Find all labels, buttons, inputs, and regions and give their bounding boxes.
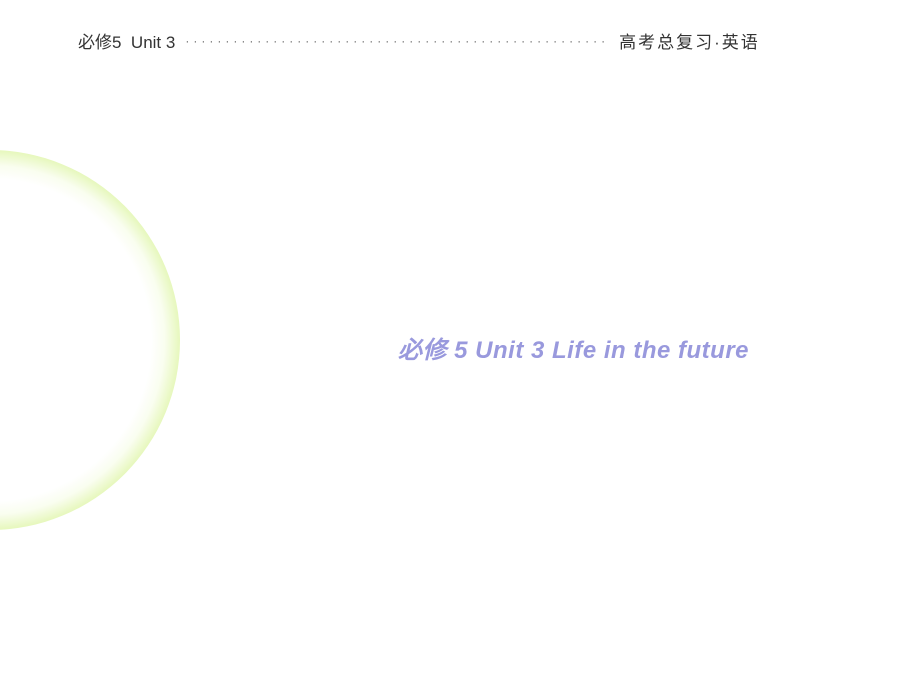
decorative-arcs bbox=[0, 60, 280, 620]
series-title: 高考总复习·英语 bbox=[619, 28, 760, 53]
page-header: 必修5 Unit 3 ·····························… bbox=[78, 28, 920, 53]
unit-label: Unit 3 bbox=[131, 33, 175, 52]
main-title: 必修 5 Unit 3 Life in the future bbox=[398, 330, 749, 365]
book-label: 必修5 bbox=[78, 33, 121, 52]
header-dots: ········································… bbox=[185, 34, 609, 48]
book-unit-label: 必修5 Unit 3 bbox=[78, 28, 175, 53]
